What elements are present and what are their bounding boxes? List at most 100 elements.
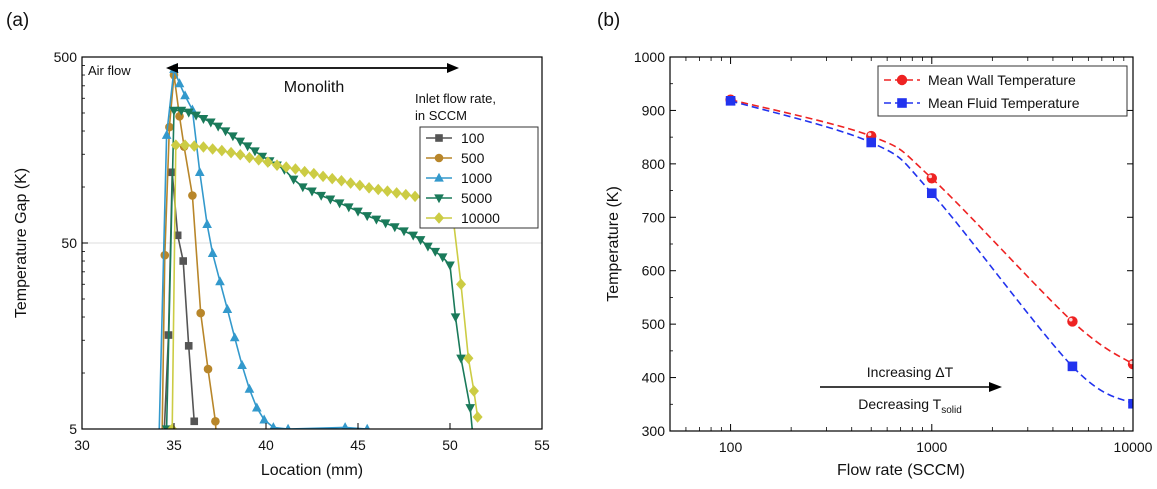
legend-label-500: 500 xyxy=(461,150,485,166)
data-point-1000 xyxy=(244,383,255,393)
data-point-5000 xyxy=(465,404,476,414)
data-point-5000 xyxy=(343,203,354,213)
series-mean-fluid-temperature xyxy=(725,96,1133,409)
data-point-fluid xyxy=(926,188,937,199)
panel-b-y-ticks: 300 400 500 600 700 800 900 1000 xyxy=(634,49,1133,439)
data-point-500 xyxy=(196,308,205,318)
legend-entry-5000: 5000 xyxy=(426,190,492,206)
data-point-highlight xyxy=(867,132,872,137)
data-point-10000 xyxy=(235,149,246,161)
data-point-1000 xyxy=(222,304,233,313)
data-point-100 xyxy=(173,231,182,240)
data-point-10000 xyxy=(400,188,411,201)
data-point-5000 xyxy=(325,195,336,205)
series-1000 xyxy=(158,63,371,429)
legend-label-5000: 5000 xyxy=(461,190,492,206)
panel-a-legend: 100 500 1000 5000 10000 xyxy=(419,126,539,229)
data-point-5000 xyxy=(198,115,209,124)
legend-b-box xyxy=(877,65,1128,117)
data-point-wall xyxy=(1067,316,1078,327)
data-point-100 xyxy=(179,257,187,265)
data-point-10000 xyxy=(364,182,375,194)
data-point-100 xyxy=(184,342,193,350)
data-point-10000 xyxy=(226,146,237,159)
data-point-500 xyxy=(188,191,197,200)
data-point-5000 xyxy=(297,183,308,193)
data-point-10000 xyxy=(281,161,292,173)
monolith-span-arrow xyxy=(166,63,459,73)
decreasing-t-main-text: Decreasing T xyxy=(858,396,941,412)
data-point-5000 xyxy=(353,207,363,217)
legend-marker-10000 xyxy=(433,212,445,224)
data-point-1000 xyxy=(341,422,349,429)
data-point-10000 xyxy=(253,154,264,166)
y-tick-label: 500 xyxy=(642,316,666,332)
data-point-highlight xyxy=(1069,317,1073,322)
data-point-1000 xyxy=(180,90,190,100)
x-tick-label: 30 xyxy=(74,437,90,453)
series-dashed-fit xyxy=(730,100,1133,405)
legend-marker-5000 xyxy=(434,194,444,204)
data-point-10000 xyxy=(336,175,347,187)
data-point-5000 xyxy=(423,242,433,252)
y-tick-label: 5 xyxy=(69,421,77,437)
legend-marker-1000 xyxy=(434,172,444,182)
panel-b: (b) 100 1000 10000 30040050060070080090010… xyxy=(597,10,1153,479)
data-point-10000 xyxy=(290,163,301,175)
data-point-5000 xyxy=(220,127,231,137)
data-point-10000 xyxy=(308,167,319,180)
panel-a: (a) 30 35 40 45 50 55 5 50 500 Location (mm) Te… xyxy=(6,10,550,479)
data-point-5000 xyxy=(437,253,448,263)
data-point-highlight xyxy=(1129,360,1133,365)
data-point-5000 xyxy=(183,108,194,118)
legend-marker-500 xyxy=(434,153,444,163)
data-point-5000 xyxy=(362,212,373,222)
data-point-10000 xyxy=(410,190,421,203)
data-point-5000 xyxy=(176,106,187,116)
data-point-1000 xyxy=(202,219,212,229)
legend-label: Mean Fluid Temperature xyxy=(928,95,1080,111)
legend-marker-100 xyxy=(435,134,443,142)
data-point-5000 xyxy=(228,132,238,142)
series-5000 xyxy=(161,106,476,429)
y-tick-label: 800 xyxy=(642,156,666,172)
y-tick-label: 600 xyxy=(642,263,666,279)
legend-a-title-line2: in SCCM xyxy=(415,108,467,123)
data-point-100 xyxy=(190,417,199,426)
x-tick-label: 55 xyxy=(534,437,550,453)
data-point-highlight xyxy=(928,174,932,179)
x-tick-label: 40 xyxy=(258,437,274,453)
data-point-1000 xyxy=(161,129,172,139)
panel-a-y-axis-label: Temperature Gap (K) xyxy=(13,168,30,318)
data-point-10000 xyxy=(272,159,283,171)
data-point-500 xyxy=(160,250,170,260)
data-point-5000 xyxy=(389,223,400,233)
y-tick-label: 1000 xyxy=(634,49,665,65)
panel-b-y-axis-label: Temperature (K) xyxy=(605,186,622,302)
data-point-5000 xyxy=(380,219,391,229)
series-10000 xyxy=(167,139,483,429)
data-point-1000 xyxy=(174,78,185,88)
data-point-5000 xyxy=(316,191,327,201)
data-point-10000 xyxy=(216,144,227,157)
data-point-10000 xyxy=(262,156,273,168)
legend-entry-10000: 10000 xyxy=(426,210,500,226)
x-tick-label: 100 xyxy=(719,439,743,455)
data-point-5000 xyxy=(257,152,268,162)
legend-entry-mean-fluid-temperature: Mean Fluid Temperature xyxy=(884,95,1080,111)
data-point-5000 xyxy=(445,261,455,271)
data-point-1000 xyxy=(207,248,218,258)
data-point-5000 xyxy=(415,236,426,246)
data-point-5000 xyxy=(456,354,466,364)
data-point-5000 xyxy=(288,175,299,185)
increasing-delta-t-annotation: Increasing ΔT xyxy=(867,364,954,380)
data-point-10000 xyxy=(167,423,178,429)
data-point-10000 xyxy=(180,139,191,151)
data-point-5000 xyxy=(307,187,317,197)
legend-label: Mean Wall Temperature xyxy=(928,72,1076,88)
data-point-wall xyxy=(926,173,937,184)
data-point-10000 xyxy=(198,141,209,153)
x-tick-label: 50 xyxy=(442,437,458,453)
data-point-fluid xyxy=(725,96,736,106)
